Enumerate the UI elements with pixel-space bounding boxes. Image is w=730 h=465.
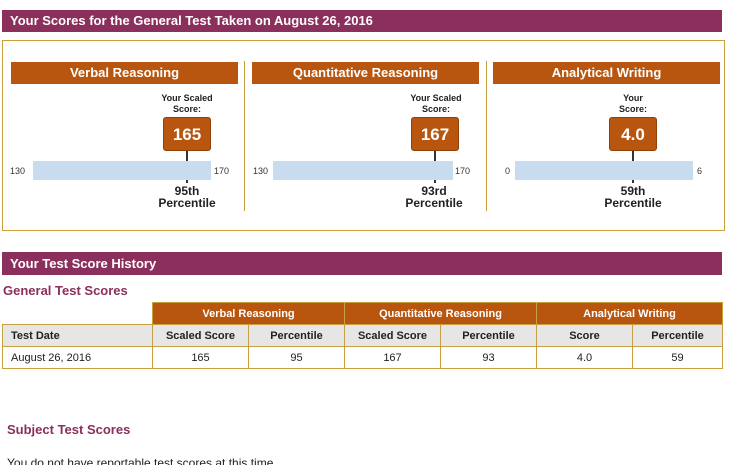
group-quant: Quantitative Reasoning (344, 302, 537, 325)
score-history-table: Verbal Reasoning Quantitative Reasoning … (2, 302, 723, 369)
scores-banner: Your Scores for the General Test Taken o… (2, 10, 722, 32)
col-writing-percentile: Percentile (632, 324, 723, 347)
quant-panel: Quantitative Reasoning (252, 62, 479, 84)
quant-max: 170 (455, 166, 471, 176)
quant-min: 130 (253, 166, 269, 176)
writing-panel-title: Analytical Writing (493, 62, 720, 84)
panel-divider (244, 61, 245, 211)
group-verbal: Verbal Reasoning (152, 302, 345, 325)
col-writing-score: Score (536, 324, 633, 347)
quant-percentile: 93rd Percentile (405, 184, 463, 210)
writing-panel: Analytical Writing (493, 62, 720, 84)
verbal-percentile: 95th Percentile (158, 184, 216, 210)
writing-score-label: Your Score: (618, 93, 647, 114)
panel-divider (486, 61, 487, 211)
cell-writing-score: 4.0 (536, 346, 633, 369)
table-row: August 26, 2016 165 95 167 93 4.0 59 (2, 346, 723, 369)
column-header-row: Test Date Scaled Score Percentile Scaled… (2, 324, 723, 347)
cell-quant-scaled: 167 (344, 346, 441, 369)
general-test-title: General Test Scores (3, 283, 128, 298)
col-test-date: Test Date (2, 324, 153, 347)
cell-verbal-scaled: 165 (152, 346, 249, 369)
cell-writing-percentile: 59 (632, 346, 723, 369)
col-quant-scaled: Scaled Score (344, 324, 441, 347)
verbal-panel: Verbal Reasoning (11, 62, 238, 84)
writing-score-box: 4.0 (609, 117, 657, 151)
writing-min: 0 (505, 166, 511, 176)
writing-score-bar (515, 161, 693, 180)
group-header-row: Verbal Reasoning Quantitative Reasoning … (3, 302, 723, 325)
writing-percentile: 59th Percentile (604, 184, 662, 210)
quant-scaled-label: Your Scaled Score: (410, 93, 462, 114)
verbal-score-box: 165 (163, 117, 211, 151)
col-verbal-percentile: Percentile (248, 324, 345, 347)
cell-quant-percentile: 93 (440, 346, 537, 369)
col-quant-percentile: Percentile (440, 324, 537, 347)
verbal-scaled-label: Your Scaled Score: (161, 93, 213, 114)
no-scores-message: You do not have reportable test scores a… (7, 456, 277, 465)
writing-max: 6 (697, 166, 703, 176)
verbal-panel-title: Verbal Reasoning (11, 62, 238, 84)
group-writing: Analytical Writing (536, 302, 723, 325)
verbal-max: 170 (214, 166, 230, 176)
subject-test-title: Subject Test Scores (7, 422, 131, 437)
cell-verbal-percentile: 95 (248, 346, 345, 369)
quant-score-box: 167 (411, 117, 459, 151)
col-verbal-scaled: Scaled Score (152, 324, 249, 347)
verbal-score-bar (33, 161, 211, 180)
quant-panel-title: Quantitative Reasoning (252, 62, 479, 84)
quant-score-bar (273, 161, 453, 180)
score-summary-frame: Verbal Reasoning Quantitative Reasoning … (2, 40, 725, 231)
verbal-min: 130 (10, 166, 26, 176)
history-banner: Your Test Score History (2, 252, 722, 275)
cell-test-date: August 26, 2016 (2, 346, 153, 369)
